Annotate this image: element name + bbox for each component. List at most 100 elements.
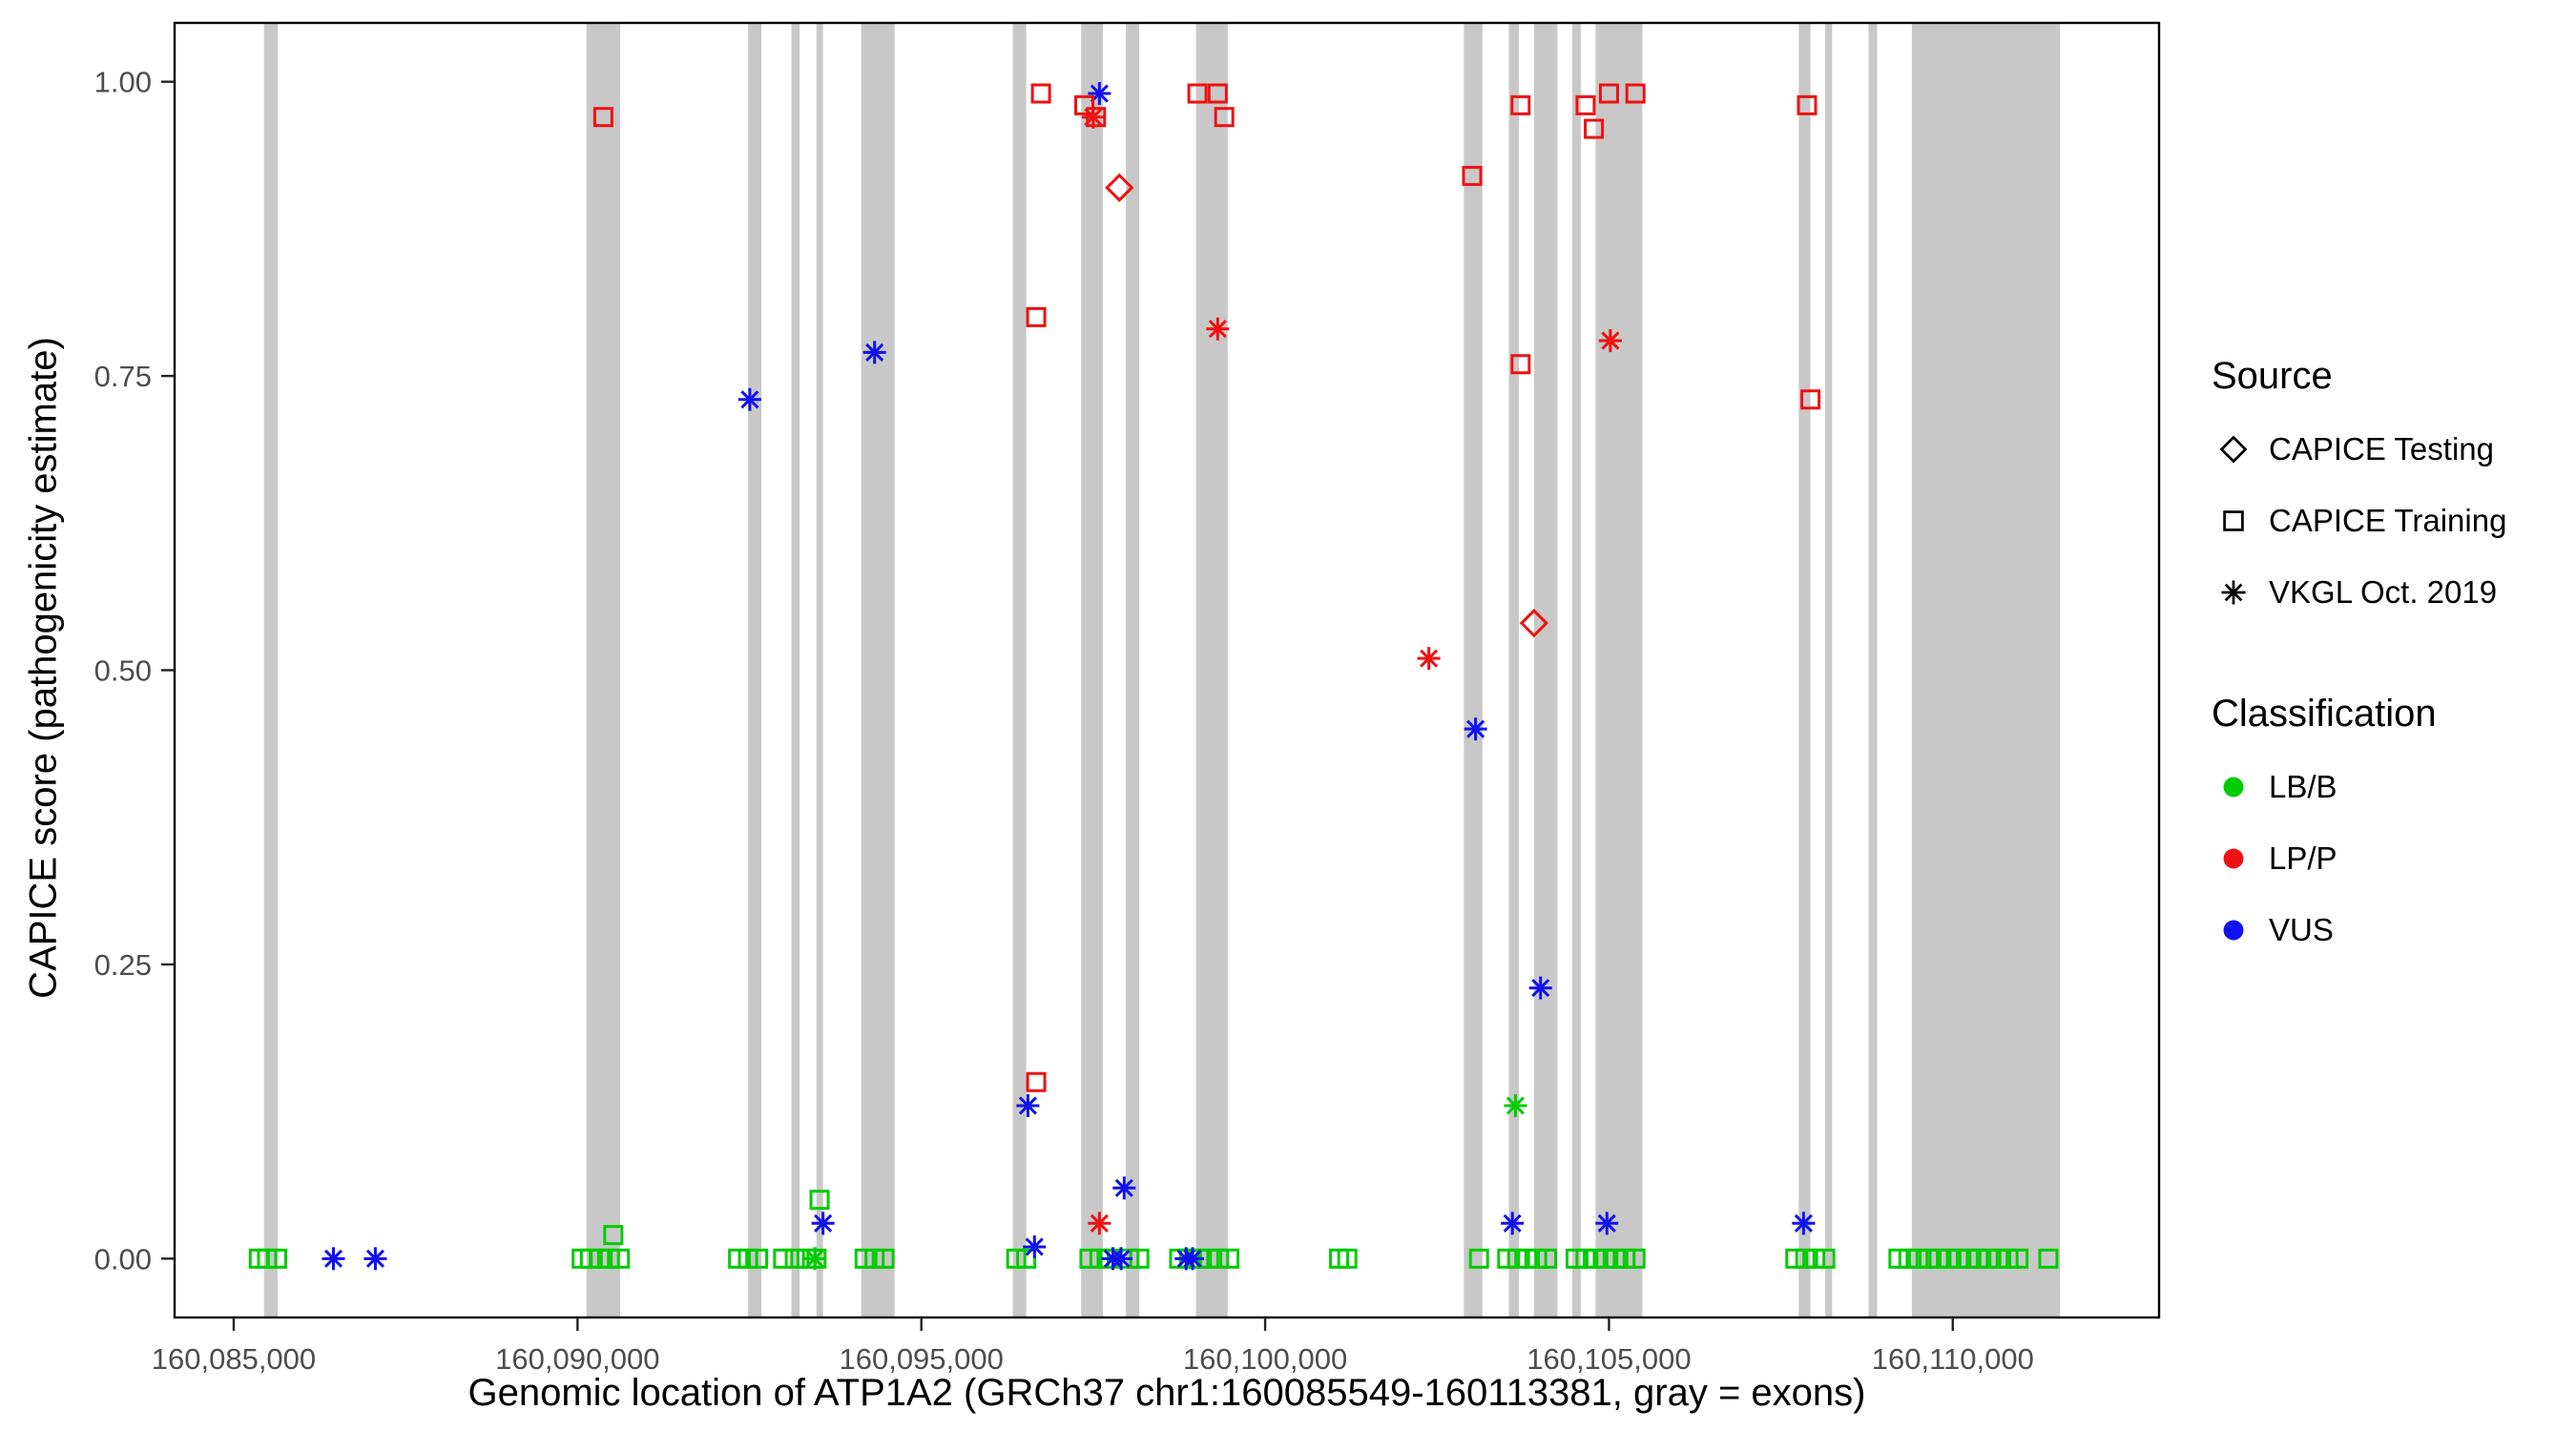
exon-bar: [586, 23, 621, 1317]
y-tick-label: 0.25: [94, 948, 152, 982]
data-point-square: [1462, 165, 1483, 186]
dot-icon: [2223, 920, 2244, 940]
x-tick-label: 160,110,000: [1872, 1342, 2034, 1376]
data-point-diamond: [1105, 173, 1134, 202]
data-point-asterisk: [1088, 1212, 1111, 1235]
data-point-square: [1219, 1248, 1240, 1269]
x-tick-label: 160,090,000: [495, 1342, 659, 1376]
data-point-square: [1815, 1248, 1836, 1269]
data-point-asterisk: [1081, 105, 1105, 129]
data-point-square: [1209, 1248, 1230, 1269]
data-point-asterisk: [1206, 317, 1230, 341]
data-point-asterisk: [1110, 1247, 1133, 1271]
data-point-square: [1625, 83, 1646, 104]
square-icon: [2223, 509, 2244, 531]
data-point-square: [1625, 1248, 1646, 1269]
x-tick-label: 160,085,000: [152, 1342, 316, 1376]
exon-bar: [816, 23, 823, 1317]
data-point-asterisk: [862, 341, 886, 364]
data-point-square: [1337, 1248, 1358, 1269]
data-point-square: [1510, 354, 1531, 375]
panel-border: [173, 21, 2161, 1319]
data-point-square: [773, 1248, 794, 1269]
asterisk-icon: [2221, 579, 2246, 605]
legend-item-vkgl: VKGL Oct. 2019: [2212, 556, 2576, 628]
x-tick-label: 160,100,000: [1183, 1342, 1347, 1376]
data-point-square: [1800, 389, 1821, 410]
data-point-square: [1016, 1248, 1037, 1269]
data-point-asterisk: [1501, 1212, 1525, 1235]
exon-bar: [1798, 23, 1811, 1317]
legend-classification-section: Classification LB/B LP/P VUS: [2212, 693, 2576, 965]
data-point-diamond: [1519, 609, 1548, 638]
data-point-asterisk: [802, 1247, 826, 1271]
x-tick-label: 160,105,000: [1527, 1342, 1691, 1376]
legend-label-lbb: LB/B: [2269, 768, 2337, 804]
data-point-square: [748, 1248, 769, 1269]
data-point-square: [2008, 1248, 2029, 1269]
data-point-square: [874, 1248, 895, 1269]
data-point-asterisk: [1528, 976, 1552, 1000]
data-point-square: [1026, 306, 1047, 327]
data-point-square: [610, 1248, 631, 1269]
data-point-asterisk: [1016, 1093, 1040, 1117]
data-point-square: [1207, 83, 1228, 104]
data-point-asterisk: [737, 387, 761, 411]
exon-bar: [1012, 23, 1027, 1317]
data-point-square: [2038, 1248, 2059, 1269]
x-tick-label: 160,095,000: [839, 1342, 1003, 1376]
data-point-square: [1026, 1071, 1047, 1092]
data-point-asterisk: [1088, 82, 1111, 106]
data-point-square: [1575, 94, 1596, 115]
legend-source-title: Source: [2212, 355, 2333, 397]
dot-icon: [2223, 777, 2244, 797]
diamond-icon: [2219, 435, 2248, 463]
data-point-asterisk: [1112, 1176, 1136, 1200]
y-axis-title: CAPICE score (pathogenicity estimate): [22, 337, 65, 999]
y-tick-label: 0.75: [94, 360, 152, 393]
y-tick-label: 0.50: [94, 654, 152, 688]
data-point-asterisk: [1792, 1212, 1816, 1235]
exon-bar: [748, 23, 762, 1317]
legend-item-vus: VUS: [2212, 894, 2576, 965]
exon-bar: [861, 23, 895, 1317]
exon-bar: [263, 23, 279, 1317]
data-point-asterisk: [364, 1247, 387, 1271]
data-point-square: [592, 107, 613, 128]
data-point-asterisk: [1023, 1234, 1047, 1258]
legend-item-lbb: LB/B: [2212, 751, 2576, 822]
data-point-square: [809, 1190, 830, 1211]
data-point-square: [1030, 83, 1051, 104]
data-point-asterisk: [811, 1212, 835, 1235]
exon-bar: [1571, 23, 1581, 1317]
data-point-asterisk: [1181, 1247, 1205, 1271]
x-axis-title: Genomic location of ATP1A2 (GRCh37 chr1:…: [467, 1372, 1866, 1414]
exon-bar: [1825, 23, 1833, 1317]
legend-source-section: Source CAPICE Testing CAPICE Training: [2212, 355, 2576, 628]
data-point-square: [1187, 83, 1208, 104]
data-point-asterisk: [1464, 717, 1487, 741]
y-tick-label: 0.00: [94, 1242, 152, 1275]
data-point-asterisk: [1595, 1212, 1619, 1235]
exon-bar: [1868, 23, 1878, 1317]
exon-bar: [1508, 23, 1520, 1317]
data-point-square: [1510, 94, 1531, 115]
legend-label-capice-training: CAPICE Training: [2269, 502, 2507, 538]
legend-label-vus: VUS: [2269, 911, 2334, 947]
dot-icon: [2223, 848, 2244, 868]
exon-bar: [1464, 23, 1483, 1317]
data-point-square: [1908, 1248, 1929, 1269]
data-point-square: [266, 1248, 287, 1269]
exon-bar: [1195, 23, 1228, 1317]
legend: Source CAPICE Testing CAPICE Training: [2212, 355, 2576, 965]
legend-label-lpp: LP/P: [2269, 840, 2337, 876]
data-point-asterisk: [1417, 647, 1441, 671]
exon-bar: [1911, 23, 2061, 1317]
legend-label-capice-testing: CAPICE Testing: [2269, 430, 2494, 467]
data-point-asterisk: [1504, 1093, 1527, 1117]
exon-bar: [1081, 23, 1103, 1317]
exon-bar: [1533, 23, 1558, 1317]
data-point-square: [603, 1225, 624, 1246]
data-point-square: [1468, 1248, 1489, 1269]
